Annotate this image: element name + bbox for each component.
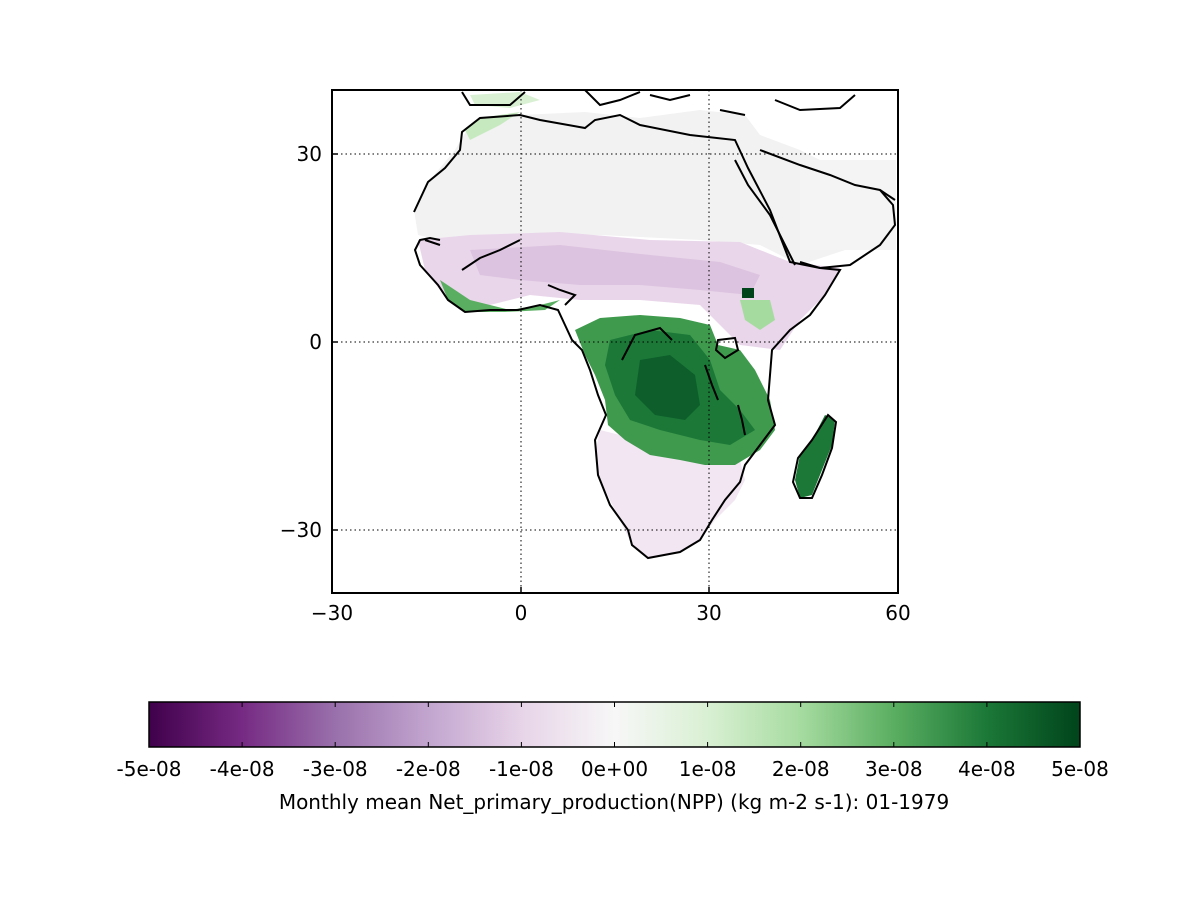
sahel-negative-core xyxy=(470,245,760,295)
arabia-coastline xyxy=(799,189,897,270)
africa-coastline xyxy=(413,113,842,560)
gridlines xyxy=(332,90,898,593)
madagascar-positive xyxy=(795,415,835,498)
colorbar-tick-label: -2e-08 xyxy=(396,757,461,781)
ethiopia-dark-patch xyxy=(742,288,754,298)
lake-tanganyika xyxy=(704,364,719,401)
map-panel: −30 0 30 60 30 0 −30 xyxy=(280,89,911,625)
colorbar-tick-label: 5e-08 xyxy=(1051,757,1109,781)
sahara-neutral-region xyxy=(414,110,893,265)
lake-malawi xyxy=(737,404,746,436)
lat-tick-label: 30 xyxy=(297,142,322,166)
mediterranean-north-coast xyxy=(461,90,856,116)
colorbar-tick-label: 2e-08 xyxy=(772,757,830,781)
tick-marks xyxy=(331,153,899,593)
lon-tick-label: 30 xyxy=(696,601,721,625)
coastlines xyxy=(413,90,897,560)
colorbar-caption: Monthly mean Net_primary_production(NPP)… xyxy=(279,790,949,814)
lake-victoria xyxy=(714,336,740,360)
npp-field xyxy=(414,92,896,558)
lat-tick-label: −30 xyxy=(280,518,322,542)
congo-river xyxy=(621,326,673,361)
madagascar-coastline xyxy=(791,413,838,499)
arabia-neutral xyxy=(800,160,896,250)
colorbar-tick-label: -1e-08 xyxy=(489,757,554,781)
lon-tick-label: −30 xyxy=(311,601,353,625)
colorbar-tick-label: 3e-08 xyxy=(865,757,923,781)
colorbar-gradient xyxy=(148,701,1081,748)
colorbar-tick-label: 1e-08 xyxy=(679,757,737,781)
colorbar-tick-label: 0e+00 xyxy=(581,757,648,781)
lon-tick-label: 60 xyxy=(885,601,910,625)
senegal-river xyxy=(424,239,441,246)
colorbar: -5e-08 -4e-08 -3e-08 -2e-08 -1e-08 0e+00 1e-08… xyxy=(117,701,1109,814)
colorbar-tick-label: -5e-08 xyxy=(117,757,182,781)
colorbar-tick-label: -4e-08 xyxy=(210,757,275,781)
lon-tick-label: 0 xyxy=(515,601,528,625)
colorbar-tick-label: 4e-08 xyxy=(958,757,1016,781)
lat-tick-label: 0 xyxy=(309,330,322,354)
west-coast-positive xyxy=(440,280,560,312)
colorbar-tick-label: -3e-08 xyxy=(303,757,368,781)
east-africa-positive xyxy=(740,300,775,330)
congo-positive-dark xyxy=(635,355,700,420)
colorbar-ticks: -5e-08 -4e-08 -3e-08 -2e-08 -1e-08 0e+00 1e-08… xyxy=(117,702,1109,781)
niger-river xyxy=(461,239,577,306)
